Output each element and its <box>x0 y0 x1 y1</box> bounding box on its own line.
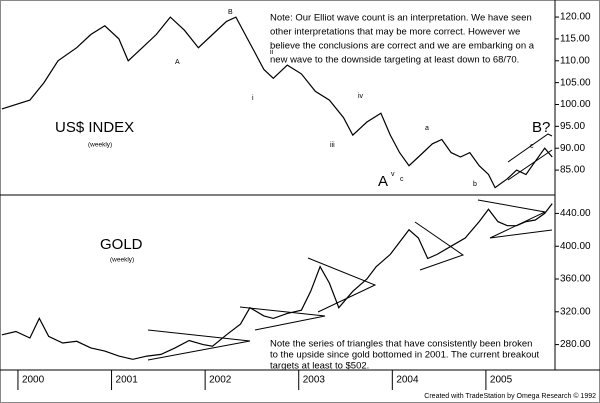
y-tick-label: 115.00 <box>560 34 590 45</box>
panel-subtitle: (weekly) <box>88 142 112 149</box>
wave-label: iii <box>330 142 335 149</box>
y-tick-label: 110.00 <box>560 55 590 66</box>
wave-label: iv <box>358 93 364 100</box>
wave-label: c <box>400 176 404 183</box>
note: new wave to the downside targeting at le… <box>270 55 519 66</box>
y-tick-label: 400.00 <box>560 241 591 252</box>
wave-label: c <box>530 143 534 150</box>
note: other interpretations that may be more c… <box>270 27 520 38</box>
note: believe the conclusions are correct and … <box>270 41 535 52</box>
wave-label: a <box>425 125 429 132</box>
x-tick-label: 2002 <box>209 375 232 386</box>
y-tick-label: 85.00 <box>560 165 585 176</box>
wave-label: b <box>473 181 477 188</box>
panel-subtitle: (weekly) <box>110 257 134 264</box>
x-tick-label: 2005 <box>490 375 513 386</box>
price-line <box>1 203 553 360</box>
wave-label: B? <box>532 119 550 136</box>
panel-title: US$ INDEX <box>55 119 134 136</box>
x-tick-label: 2001 <box>116 375 139 386</box>
y-tick-label: 360.00 <box>560 274 591 285</box>
y-tick-label: 280.00 <box>560 339 591 350</box>
triangle <box>147 329 251 361</box>
y-tick-label: 100.00 <box>560 99 591 110</box>
footer: Created with TradeStation by Omega Resea… <box>424 392 596 400</box>
wedge-line <box>507 133 553 163</box>
triangle <box>239 306 326 331</box>
panel-title: GOLD <box>100 236 143 253</box>
wave-label: v <box>391 171 395 178</box>
x-tick-label: 2004 <box>396 375 419 386</box>
y-tick-label: 105.00 <box>560 77 591 88</box>
y-tick-label: 90.00 <box>560 143 585 154</box>
triangle <box>414 221 465 271</box>
note: targets at least to $502. <box>270 361 369 372</box>
note: to the upside since gold bottomed in 200… <box>270 350 540 361</box>
wedge-line <box>507 149 553 181</box>
y-tick-label: 440.00 <box>560 208 591 219</box>
x-tick-label: 2000 <box>22 375 45 386</box>
wave-label: A <box>175 59 180 66</box>
note: Note: Our Elliot wave count is an interp… <box>270 13 532 24</box>
wave-label: ii <box>270 49 274 56</box>
wave-label: i <box>252 95 254 102</box>
wave-label: A <box>378 173 388 190</box>
y-tick-label: 95.00 <box>560 121 585 132</box>
y-tick-label: 120.00 <box>560 12 591 23</box>
y-tick-label: 320.00 <box>560 306 591 317</box>
note: Note the series of triangles that have c… <box>270 339 532 350</box>
price-line <box>1 16 553 189</box>
wave-label: B <box>228 9 233 16</box>
x-tick-label: 2003 <box>303 375 326 386</box>
